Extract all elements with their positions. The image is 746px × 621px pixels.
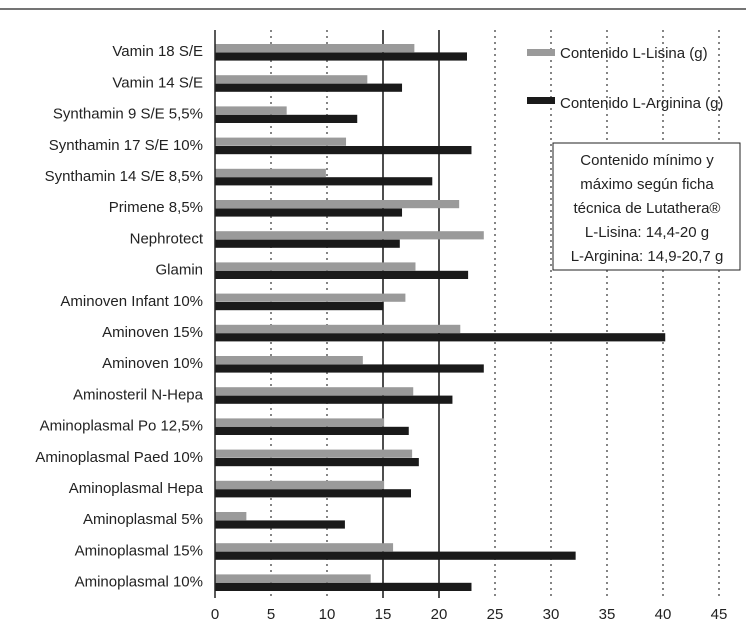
bar-arginina-7 [215, 270, 469, 279]
bar-lisina-12 [215, 418, 385, 427]
bar-lisina-14 [215, 480, 385, 489]
legend-label-arginina: Contenido L-Arginina (g) [560, 95, 723, 112]
bar-lisina-16 [215, 543, 394, 552]
category-labels: Vamin 18 S/E Vamin 14 S/E Synthamin 9 S/E … [35, 43, 203, 590]
bar-lisina-10 [215, 356, 363, 365]
x-tick-label: 35 [599, 606, 616, 621]
bar-lisina-9 [215, 324, 461, 333]
bar-arginina-12 [215, 426, 409, 435]
annotation-line-1: Contenido mínimo y [580, 152, 714, 169]
bar-lisina-17 [215, 574, 371, 583]
bar-arginina-17 [215, 582, 472, 591]
bar-arginina-8 [215, 302, 383, 311]
bar-lisina-3 [215, 137, 347, 146]
bars [215, 44, 666, 591]
annotation-box: Contenido mínimo y máximo según ficha té… [552, 142, 741, 271]
bar-lisina-4 [215, 168, 326, 177]
category-label: Aminoplasmal Po 12,5% [40, 418, 203, 435]
category-label: Aminoven 10% [102, 355, 203, 372]
category-label: Nephrotect [130, 230, 204, 247]
category-label: Aminoplasmal Hepa [69, 480, 204, 497]
legend-swatch-lisina [527, 49, 555, 56]
bar-lisina-8 [215, 293, 406, 302]
bar-arginina-10 [215, 364, 484, 373]
legend: Contenido L-Lisina (g) Contenido L-Argin… [527, 45, 723, 112]
legend-label-lisina: Contenido L-Lisina (g) [560, 45, 708, 62]
bar-lisina-0 [215, 44, 415, 53]
bar-arginina-3 [215, 146, 472, 155]
x-tick-label: 10 [319, 606, 336, 621]
x-tick-label: 45 [711, 606, 728, 621]
bar-arginina-5 [215, 208, 403, 217]
bar-lisina-6 [215, 231, 484, 240]
bar-arginina-0 [215, 52, 467, 61]
category-label: Aminoplasmal 15% [75, 542, 203, 559]
category-label: Aminoplasmal 10% [75, 574, 203, 591]
bar-arginina-6 [215, 239, 400, 248]
annotation-frame [552, 142, 741, 271]
x-tick-label: 30 [543, 606, 560, 621]
bar-lisina-1 [215, 75, 368, 84]
bar-lisina-13 [215, 449, 413, 458]
bar-arginina-9 [215, 333, 666, 342]
bar-arginina-14 [215, 489, 411, 498]
category-label: Synthamin 9 S/E 5,5% [53, 106, 203, 123]
bar-lisina-5 [215, 200, 460, 209]
category-label: Aminoplasmal 5% [83, 511, 203, 528]
annotation-line-4: L-Lisina: 14,4-20 g [585, 224, 709, 241]
category-label: Aminoplasmal Paed 10% [35, 449, 203, 466]
bar-lisina-2 [215, 106, 287, 115]
x-tick-label: 15 [375, 606, 392, 621]
annotation-line-2: máximo según ficha [580, 176, 714, 193]
annotation-line-3: técnica de Lutathera® [574, 200, 721, 217]
x-tick-label: 25 [487, 606, 504, 621]
x-tick-label: 5 [267, 606, 275, 621]
category-label: Glamin [155, 262, 203, 279]
category-label: Synthamin 17 S/E 10% [49, 137, 203, 154]
bar-arginina-15 [215, 520, 345, 529]
category-label: Aminoven Infant 10% [60, 293, 203, 310]
x-tick-label: 0 [211, 606, 219, 621]
category-label: Synthamin 14 S/E 8,5% [45, 168, 203, 185]
x-tick-label: 20 [431, 606, 448, 621]
bar-arginina-4 [215, 177, 433, 186]
x-tick-label: 40 [655, 606, 672, 621]
bar-arginina-11 [215, 395, 453, 404]
bar-lisina-7 [215, 262, 416, 271]
category-label: Vamin 18 S/E [112, 43, 203, 60]
category-label: Aminosteril N-Hepa [73, 386, 204, 403]
category-label: Aminoven 15% [102, 324, 203, 341]
category-label: Vamin 14 S/E [112, 74, 203, 91]
bar-arginina-16 [215, 551, 576, 560]
category-label: Primene 8,5% [109, 199, 203, 216]
annotation-line-5: L-Arginina: 14,9-20,7 g [571, 248, 724, 265]
bar-arginina-13 [215, 458, 419, 467]
bar-lisina-11 [215, 387, 414, 396]
bar-arginina-2 [215, 114, 358, 123]
x-tick-labels: 0 5 10 15 20 25 30 35 40 45 [211, 606, 728, 621]
legend-swatch-arginina [527, 97, 555, 104]
gridlines [270, 30, 720, 598]
bar-arginina-1 [215, 83, 403, 92]
bar-lisina-15 [215, 512, 247, 521]
